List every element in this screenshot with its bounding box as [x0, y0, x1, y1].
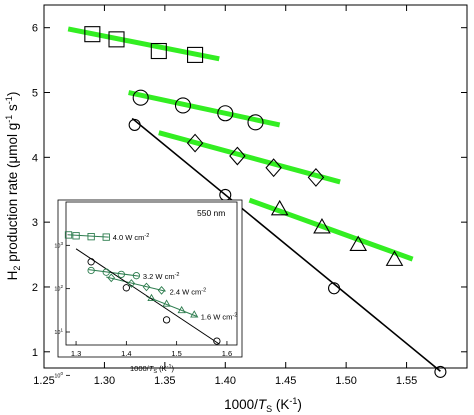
main-point-square — [84, 26, 101, 43]
main-fit-line-square — [67, 26, 220, 62]
main-y-tick-label: 3 — [32, 217, 38, 229]
inset-point-square — [72, 232, 80, 240]
main-point-circle — [217, 105, 234, 122]
inset-chart: 1.3 1.4 1.5 1.6 100 101 102 103 4.0 W cm-2 3.2 W… — [54, 199, 243, 380]
main-x-tick-label: 1.45 — [275, 375, 296, 387]
main-point-open-circle — [128, 118, 141, 131]
inset-x-tick-label: 1.6 — [222, 349, 232, 358]
main-fit-line-circle — [128, 90, 281, 128]
inset-panel — [57, 199, 243, 358]
inset-plot-frame — [65, 201, 238, 346]
inset-point-diamond — [127, 279, 136, 288]
inset-point-open-circle — [213, 337, 221, 345]
main-point-circle — [174, 97, 192, 114]
main-axis-ticks: 1.25 1.30 1.35 1.40 1.45 1.50 1.55 1 2 3 4 5 6 — [32, 5, 467, 387]
main-y-tick-label: 5 — [32, 88, 38, 100]
inset-fit-line-diamond — [106, 276, 166, 292]
main-point-diamond — [229, 146, 246, 166]
main-chart: 1.25 1.30 1.35 1.40 1.45 1.50 1.55 1 2 3 4 5 6 1000/… — [4, 4, 468, 414]
main-point-diamond — [265, 158, 282, 178]
inset-series-label: 1.6 W cm-2 — [201, 312, 238, 321]
main-x-tick-label: 1.55 — [396, 375, 417, 387]
inset-series-label: 4.0 W cm-2 — [113, 233, 150, 242]
inset-point-circle — [102, 268, 110, 276]
main-point-circle — [132, 89, 149, 106]
inset-series-label: 3.2 W cm-2 — [143, 272, 180, 281]
main-point-square — [108, 31, 125, 48]
inset-point-square — [87, 233, 95, 241]
main-point-circle — [247, 114, 264, 131]
main-point-square — [187, 46, 204, 63]
main-point-diamond — [186, 133, 204, 153]
inset-point-square — [102, 233, 110, 241]
main-fit-line-triangle — [248, 197, 414, 262]
inset-fit-line-circle — [88, 269, 139, 277]
inset-x-axis-label: 1000/TS (K-1) — [130, 364, 175, 375]
main-point-open-circle — [328, 282, 341, 295]
main-point-diamond — [307, 167, 325, 187]
main-plot-frame — [43, 4, 468, 369]
inset-series-label: 2.4 W cm-2 — [170, 287, 207, 296]
main-x-tick-label: 1.30 — [94, 375, 115, 387]
main-x-tick-label: 1.35 — [154, 375, 175, 387]
main-x-tick-label: 1.25 — [33, 375, 54, 387]
main-point-triangle — [349, 235, 368, 252]
main-x-tick-label: 1.40 — [215, 375, 236, 387]
inset-fit-line-open-circle — [75, 248, 220, 345]
inset-point-open-circle — [87, 258, 95, 266]
main-y-tick-label: 1 — [32, 347, 38, 359]
inset-point-circle — [132, 272, 141, 280]
main-fit-line-open-circle — [131, 117, 441, 372]
main-point-triangle — [313, 217, 331, 234]
inset-point-square — [64, 231, 73, 239]
inset-x-tick-label: 1.5 — [171, 349, 181, 358]
inset-point-diamond — [142, 282, 151, 292]
main-point-triangle — [270, 199, 289, 216]
main-point-open-circle — [434, 365, 447, 378]
inset-point-triangle — [162, 299, 171, 307]
main-x-axis-label: 1000/TS (K-1) — [224, 396, 302, 414]
inset-series-labels: 4.0 W cm-2 3.2 W cm-2 2.4 W cm-2 1.6 W cm-2 — [113, 233, 238, 321]
inset-x-tick-label: 1.4 — [121, 349, 131, 358]
inset-point-circle — [117, 270, 125, 279]
main-point-square — [150, 42, 167, 60]
main-y-axis-label: H2 production rate (μmol g-1 s-1) — [4, 92, 22, 281]
inset-y-tick-label: 103 — [54, 241, 63, 250]
main-y-tick-label: 4 — [32, 152, 38, 164]
main-fit-lines — [67, 26, 441, 372]
inset-point-triangle — [190, 310, 199, 318]
inset-point-triangle — [147, 293, 156, 302]
inset-point-diamond — [157, 286, 166, 295]
main-x-tick-label: 1.50 — [335, 375, 356, 387]
inset-annotation-wavelength: 550 nm — [197, 208, 225, 218]
inset-x-tick-label: 1.3 — [71, 349, 81, 358]
inset-point-triangle — [177, 305, 186, 314]
inset-data-markers — [64, 231, 221, 345]
inset-point-circle — [87, 266, 95, 275]
inset-y-tick-label: 101 — [54, 328, 63, 337]
main-y-tick-label: 2 — [32, 282, 38, 294]
main-point-triangle — [385, 250, 404, 266]
inset-y-tick-label: 102 — [54, 284, 63, 293]
inset-axis-ticks: 1.3 1.4 1.5 1.6 100 101 102 103 — [54, 241, 232, 380]
inset-point-diamond — [107, 273, 116, 283]
inset-point-open-circle — [162, 316, 171, 324]
main-y-tick-label: 6 — [32, 23, 38, 35]
inset-y-tick-label: 100 — [54, 371, 63, 380]
inset-point-open-circle — [122, 284, 131, 292]
